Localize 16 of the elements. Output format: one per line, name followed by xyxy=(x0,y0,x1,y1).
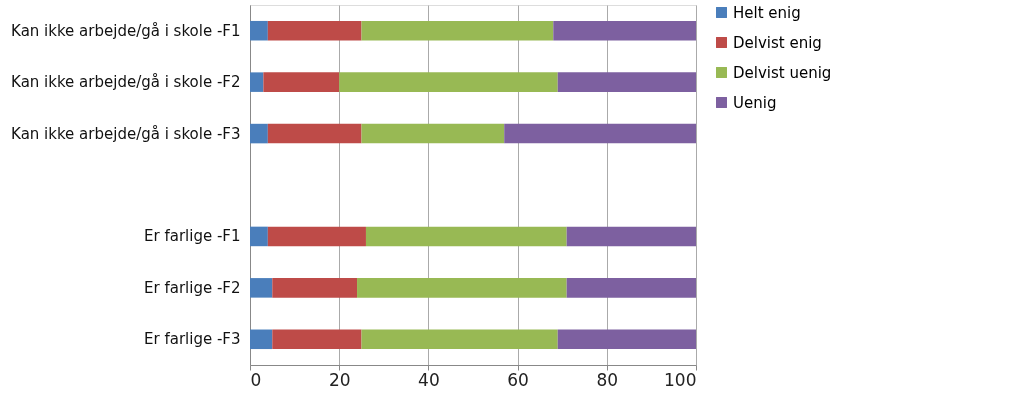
x-tick-label: 60 xyxy=(507,369,529,390)
y-tick-label: Kan ikke arbejde/gå i skole -F3 xyxy=(11,124,241,143)
legend-label: Delvist enig xyxy=(733,33,822,52)
y-tick-label: Kan ikke arbejde/gå i skole -F1 xyxy=(11,21,241,40)
legend-label: Helt enig xyxy=(733,3,801,22)
y-tick-label: Er farlige -F1 xyxy=(144,227,241,246)
x-tick-label: 20 xyxy=(328,369,351,390)
x-tick-label: 0 xyxy=(250,369,262,390)
y-tick-label: Er farlige -F2 xyxy=(144,278,241,297)
legend-label: Uenig xyxy=(733,93,777,112)
legend-label: Delvist uenig xyxy=(733,63,832,82)
y-tick-label: Er farlige -F3 xyxy=(144,330,241,349)
y-tick-label: Kan ikke arbejde/gå i skole -F2 xyxy=(11,73,241,92)
x-tick-label: 40 xyxy=(418,369,440,390)
x-tick-label: 80 xyxy=(596,369,619,390)
x-tick-label: 100 xyxy=(664,369,697,390)
